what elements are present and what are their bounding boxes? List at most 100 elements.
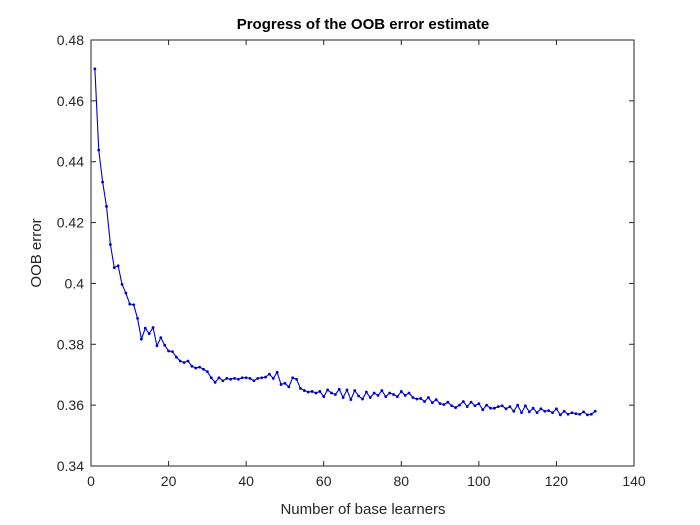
data-point — [349, 398, 353, 402]
data-point — [485, 403, 489, 407]
data-point — [341, 396, 345, 399]
data-point — [357, 394, 361, 398]
data-point — [527, 410, 531, 414]
data-point — [372, 391, 376, 395]
data-point — [322, 395, 326, 399]
data-point — [450, 404, 454, 408]
data-point — [353, 389, 357, 392]
data-point — [345, 388, 349, 392]
data-point — [143, 326, 147, 330]
data-point — [458, 403, 461, 407]
oob-error-markers — [93, 67, 597, 417]
data-point — [202, 367, 205, 371]
y-tick-label: 0.4 — [65, 275, 85, 291]
data-point — [310, 390, 314, 393]
data-point — [396, 395, 399, 399]
data-point — [326, 388, 329, 392]
data-point — [236, 377, 240, 381]
data-point — [112, 266, 116, 270]
data-point — [492, 406, 496, 410]
data-point — [306, 390, 310, 394]
data-point — [186, 359, 190, 363]
data-point — [337, 387, 341, 391]
data-point — [469, 400, 473, 404]
data-point — [233, 376, 236, 380]
data-point — [302, 389, 306, 392]
data-point — [140, 337, 143, 341]
x-tick-label: 100 — [467, 473, 491, 489]
x-tick-label: 0 — [87, 473, 95, 489]
data-point — [442, 403, 446, 406]
data-point — [368, 396, 372, 399]
data-point — [252, 379, 256, 383]
data-point — [562, 409, 566, 413]
data-point — [558, 413, 562, 417]
data-point — [438, 402, 442, 406]
data-point — [132, 303, 136, 307]
x-tick-label: 40 — [238, 473, 254, 489]
data-point — [586, 413, 589, 417]
data-point — [283, 381, 287, 385]
plot-area — [90, 39, 635, 467]
data-point — [155, 344, 159, 348]
data-point — [380, 389, 384, 392]
data-point — [167, 349, 170, 353]
data-point — [116, 264, 120, 268]
data-point — [248, 376, 252, 380]
y-tick-label: 0.36 — [57, 397, 84, 413]
data-point — [264, 375, 267, 379]
data-point — [213, 380, 217, 384]
data-point — [547, 409, 551, 413]
data-point — [531, 406, 535, 410]
data-point — [364, 390, 368, 394]
data-point — [504, 407, 508, 411]
data-point — [271, 376, 275, 380]
data-point — [163, 343, 167, 347]
data-point — [419, 397, 423, 400]
y-tick-label: 0.46 — [57, 93, 84, 109]
x-tick-label: 120 — [545, 473, 569, 489]
data-point — [229, 377, 233, 381]
data-point — [593, 409, 597, 413]
data-point — [403, 394, 407, 397]
data-point — [124, 291, 128, 295]
data-point — [314, 391, 318, 395]
x-tick-label: 140 — [622, 473, 646, 489]
data-point — [256, 376, 260, 380]
data-point — [174, 355, 178, 359]
data-point — [221, 379, 225, 383]
data-point — [454, 406, 457, 409]
data-point — [295, 377, 298, 381]
x-tick-label: 60 — [316, 473, 332, 489]
data-point — [539, 407, 543, 411]
data-point — [225, 376, 229, 380]
data-point — [392, 393, 395, 396]
data-point — [496, 405, 500, 409]
data-point — [427, 396, 430, 399]
tick-labels: 0 20 40 60 80 100 120 140 0.34 0.36 0.38 0.4 0.42 0.4… — [57, 32, 646, 489]
data-point — [318, 390, 322, 393]
data-point — [582, 410, 585, 414]
data-point — [473, 404, 477, 408]
data-point — [574, 412, 578, 416]
oob-error-line — [94, 68, 596, 416]
data-point — [489, 406, 492, 410]
data-point — [275, 370, 279, 374]
data-point — [555, 407, 558, 411]
data-point — [376, 394, 380, 397]
data-point — [105, 205, 108, 208]
data-point — [198, 365, 202, 369]
data-point — [465, 405, 469, 409]
data-point — [430, 401, 434, 405]
data-point — [512, 409, 516, 413]
data-point — [361, 397, 364, 401]
data-point — [240, 376, 244, 380]
data-point — [190, 364, 194, 368]
data-point — [93, 67, 97, 71]
data-point — [330, 391, 333, 395]
data-point — [508, 405, 512, 409]
data-point — [151, 326, 155, 329]
data-point — [159, 336, 163, 339]
